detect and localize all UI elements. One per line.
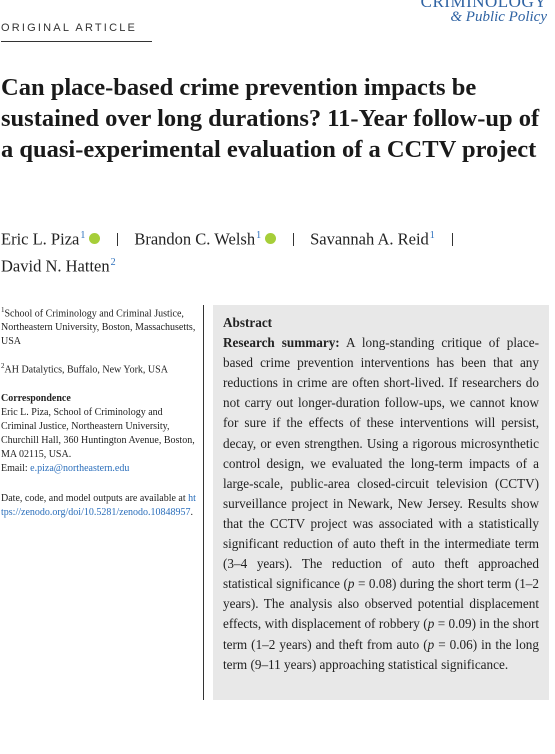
title: Can place-based crime prevention impacts… (1, 74, 540, 163)
affiliation-mark: 1 (1, 306, 5, 314)
data-note-end: . (190, 506, 194, 518)
separator (117, 232, 119, 246)
author: Eric L. Piza1 (1, 224, 101, 251)
email-link[interactable]: e.piza@northeastern.edu (30, 462, 130, 474)
orcid-icon[interactable] (89, 232, 101, 244)
abstract-text: A long-standing critique of place-based … (223, 335, 539, 592)
data-note-text: Date, code, and model outputs are availa… (1, 492, 186, 504)
journal-logo: CRIMINOLOGY & Public Policy (421, 0, 547, 26)
affiliation-mark: 1 (429, 230, 435, 241)
affiliation-mark: 2 (110, 256, 116, 268)
journal-name: CRIMINOLOGY (420, 0, 547, 11)
journal-name: & Public Policy (450, 9, 547, 25)
data-note: Date, code, and model outputs are availa… (1, 492, 196, 520)
author-name[interactable]: Eric L. Piza (1, 229, 80, 249)
abstract-text: p (347, 576, 355, 592)
separator (293, 232, 295, 246)
author: Brandon C. Welsh1 (134, 224, 277, 251)
side-notes: 1School of Criminology and Criminal Just… (1, 303, 196, 530)
author-name[interactable]: Savannah A. Reid (310, 229, 429, 249)
abstract-heading: Abstract (223, 315, 273, 330)
authors: Eric L. Piza1 Brandon C. Welsh1 Savannah A… (1, 224, 551, 277)
separator (451, 232, 453, 246)
article-type: ORIGINAL ARTICLE (1, 22, 152, 42)
correspondence-heading: Correspondence (1, 392, 71, 404)
abstract-text: p (427, 616, 435, 632)
affiliation: 2AH Datalytics, Buffalo, New York, USA (1, 359, 196, 377)
correspondence-text: Eric L. Piza, School of Criminology and … (1, 406, 195, 460)
affiliation: 1School of Criminology and Criminal Just… (1, 303, 196, 349)
author: Savannah A. Reid1 (310, 224, 435, 251)
abstract-body: A long-standing critique of place-based … (223, 335, 539, 672)
affiliation-mark: 1 (256, 230, 262, 241)
abstract-text: = 0.08) during the short term (1–2 years… (223, 576, 539, 632)
email-label: Email: (1, 462, 28, 474)
data-link[interactable]: https://zenodo.org/doi/10.5281/zenodo.10… (1, 492, 196, 518)
orcid-icon[interactable] (265, 232, 277, 244)
abstract: Abstract Research summary: A long-standin… (213, 305, 549, 700)
abstract-lead: Research summary: (223, 335, 340, 351)
abstract-text: = 0.06) in the long term (9–11 years) ap… (223, 636, 539, 672)
author-name[interactable]: David N. Hatten (1, 256, 110, 275)
affiliation-text: School of Criminology and Criminal Justi… (1, 308, 196, 348)
column-rule (203, 305, 204, 700)
author-name[interactable]: Brandon C. Welsh (134, 229, 256, 249)
abstract-text: p (427, 636, 435, 652)
affiliation-text: AH Datalytics, Buffalo, New York, USA (4, 364, 168, 376)
correspondence: Correspondence Eric L. Piza, School of Cr… (1, 392, 196, 476)
affiliation-mark: 2 (1, 362, 5, 371)
affiliation-mark: 1 (80, 230, 86, 241)
abstract-text: = 0.09) in the short term (1–2 years) an… (223, 616, 540, 652)
author: David N. Hatten2 (1, 251, 116, 278)
